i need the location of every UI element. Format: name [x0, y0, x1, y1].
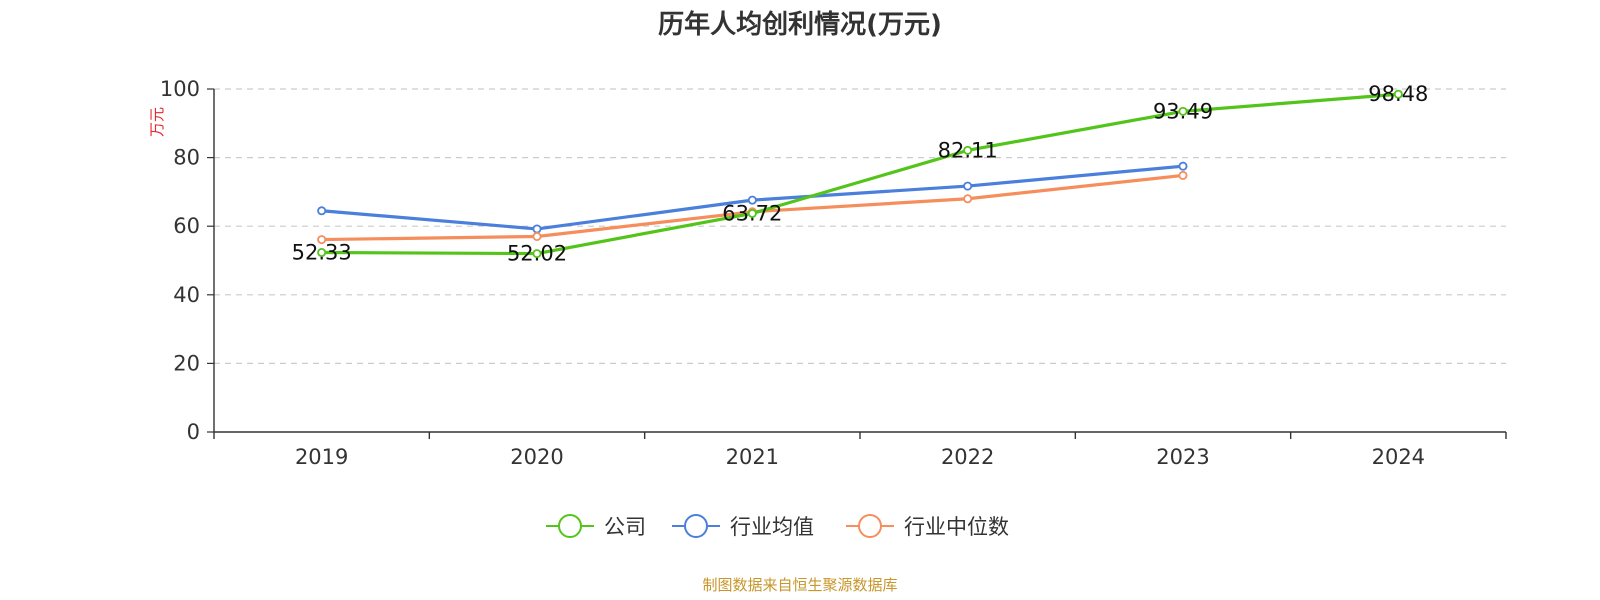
y-tick-label: 80	[173, 146, 200, 170]
data-labels: 52.33 52.02 63.72 82.11 93.49 98.48	[292, 82, 1429, 265]
source-note: 制图数据来自恒生聚源数据库	[702, 576, 897, 594]
series-lines	[317, 89, 1403, 259]
data-point	[317, 235, 327, 245]
legend: 公司 行业均值 行业中位数	[546, 514, 1009, 539]
data-point	[317, 206, 327, 216]
legend-label: 公司	[604, 515, 646, 539]
x-tick-label: 2020	[510, 445, 563, 469]
x-tick-label: 2019	[295, 445, 348, 469]
legend-label: 行业均值	[730, 515, 814, 539]
data-label: 52.33	[292, 241, 352, 265]
data-label: 98.48	[1368, 82, 1428, 106]
data-point	[317, 248, 327, 258]
data-point	[963, 145, 973, 155]
y-tick-label: 20	[173, 351, 200, 375]
data-point	[532, 231, 542, 241]
data-point	[1178, 161, 1188, 171]
data-point	[747, 208, 757, 218]
legend-marker-icon	[684, 514, 708, 538]
grid-lines	[214, 88, 1506, 364]
x-tick-label: 2021	[726, 445, 779, 469]
x-tick-label: 2022	[941, 445, 994, 469]
y-tick-label: 100	[160, 77, 200, 101]
legend-label: 行业中位数	[904, 515, 1009, 539]
data-label: 82.11	[938, 138, 998, 162]
axes: 0 20 40 60 80 100 2019 2020 2021 2022 2023 2024	[160, 77, 1507, 469]
data-point	[1178, 170, 1188, 180]
x-tick-label: 2024	[1372, 445, 1425, 469]
data-point	[1178, 106, 1188, 116]
data-label: 63.72	[722, 201, 782, 225]
x-tick-label: 2023	[1156, 445, 1209, 469]
data-point	[532, 224, 542, 234]
data-point	[1393, 89, 1403, 99]
y-axis-unit-label: 万元	[148, 107, 166, 137]
data-point	[963, 181, 973, 191]
data-point	[963, 194, 973, 204]
series-line-0	[321, 92, 1399, 256]
data-label: 93.49	[1153, 99, 1213, 123]
y-tick-label: 60	[173, 214, 200, 238]
chart-title: 历年人均创利情况(万元)	[658, 9, 942, 40]
y-tick-label: 0	[187, 420, 200, 444]
y-tick-label: 40	[173, 283, 200, 307]
legend-marker-icon	[558, 514, 582, 538]
legend-marker-icon	[858, 514, 882, 538]
data-point	[747, 195, 757, 205]
data-point	[532, 249, 542, 259]
data-label: 52.02	[507, 242, 567, 266]
